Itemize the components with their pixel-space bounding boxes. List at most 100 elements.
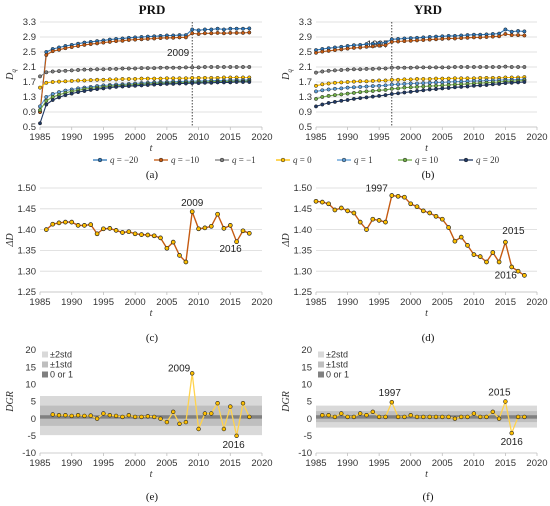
data-point [421,84,426,89]
annotation-2016: 2016 [223,440,246,451]
data-point [383,93,388,98]
data-point [358,411,363,416]
data-point [427,84,432,89]
data-point [439,216,445,222]
data-point [446,225,451,230]
data-point [88,87,93,92]
data-point [509,264,515,270]
data-point [364,79,369,84]
panel-b-label: (b) [422,169,435,181]
data-point [516,80,521,85]
y-tick-label: 15 [301,362,312,373]
data-point [202,31,207,36]
data-point [228,404,233,409]
panel-a-title: PRD [139,2,166,17]
data-point [319,199,325,205]
series-line-q−20 [39,27,250,113]
data-point [120,230,125,235]
data-point [190,65,195,70]
data-point [402,81,407,86]
y-tick-label: 2.1 [23,62,36,73]
band-legend-swatch [318,371,324,378]
data-point [38,108,42,113]
data-point [320,95,325,99]
data-point [38,121,42,126]
data-point [95,77,100,82]
data-point [370,84,375,89]
panel-e-ylabel: DGR [5,391,16,413]
data-point [408,77,413,82]
data-point [177,253,182,258]
panel-f-label: (f) [423,491,434,503]
data-point [339,92,344,97]
data-point [95,67,100,72]
x-tick-label: 1990 [337,297,358,308]
band-legend-swatch [318,361,324,368]
data-point [132,414,138,420]
data-point [314,96,318,101]
y-tick-label: 5 [31,397,36,408]
data-point [421,77,426,81]
legend-label: q = −20 [110,155,139,165]
data-point [183,419,189,425]
x-tick-label: 1995 [93,458,114,469]
data-point [190,371,195,376]
data-point [427,87,432,92]
x-tick-label: 2020 [526,458,547,469]
data-point [152,414,157,420]
data-point [427,80,432,85]
data-point [152,76,157,81]
legend-marker [97,157,103,163]
data-point [88,67,93,72]
data-point [421,65,426,70]
data-point [320,88,325,93]
x-tick-label: 2000 [125,297,146,308]
legend-marker [219,157,225,163]
data-point [484,35,489,39]
data-point [88,42,93,47]
data-point [69,91,74,96]
data-point [101,67,106,72]
data-point [76,78,81,83]
break-year-label: 2009 [167,48,190,59]
data-point [82,67,87,72]
data-point [227,223,233,228]
data-point [196,426,201,432]
data-point [421,81,426,86]
data-point [228,30,233,35]
data-point [377,83,382,88]
y-tick-label: 3.3 [23,17,36,28]
y-tick-label: 5 [307,397,312,408]
data-point [158,65,163,70]
data-point [497,81,502,86]
data-point [107,66,112,71]
data-point [503,81,508,86]
data-point [75,223,81,228]
data-point [490,409,495,414]
data-point [120,84,125,89]
data-point [332,93,337,98]
data-point [145,414,151,419]
data-point [44,80,49,85]
data-point [101,86,106,91]
x-tick-label: 2010 [463,297,484,308]
series-line-q−1 [315,66,525,74]
data-point [395,414,401,420]
legend-marker [158,157,164,163]
data-point [452,416,458,421]
y-tick-label: 1.50 [294,183,313,194]
band-legend-label: ±1std [50,360,72,370]
data-point [484,65,489,69]
annotation-2016: 2016 [495,270,518,281]
data-point [247,26,252,31]
x-tick-label: 2010 [463,458,484,469]
data-point [44,102,49,107]
data-point [247,80,252,84]
data-point [490,65,495,69]
data-point [241,30,245,35]
data-point [196,81,201,86]
data-point [503,239,508,245]
data-point [471,411,477,416]
y-tick-label: 1.3 [299,92,312,103]
data-point [57,95,61,100]
